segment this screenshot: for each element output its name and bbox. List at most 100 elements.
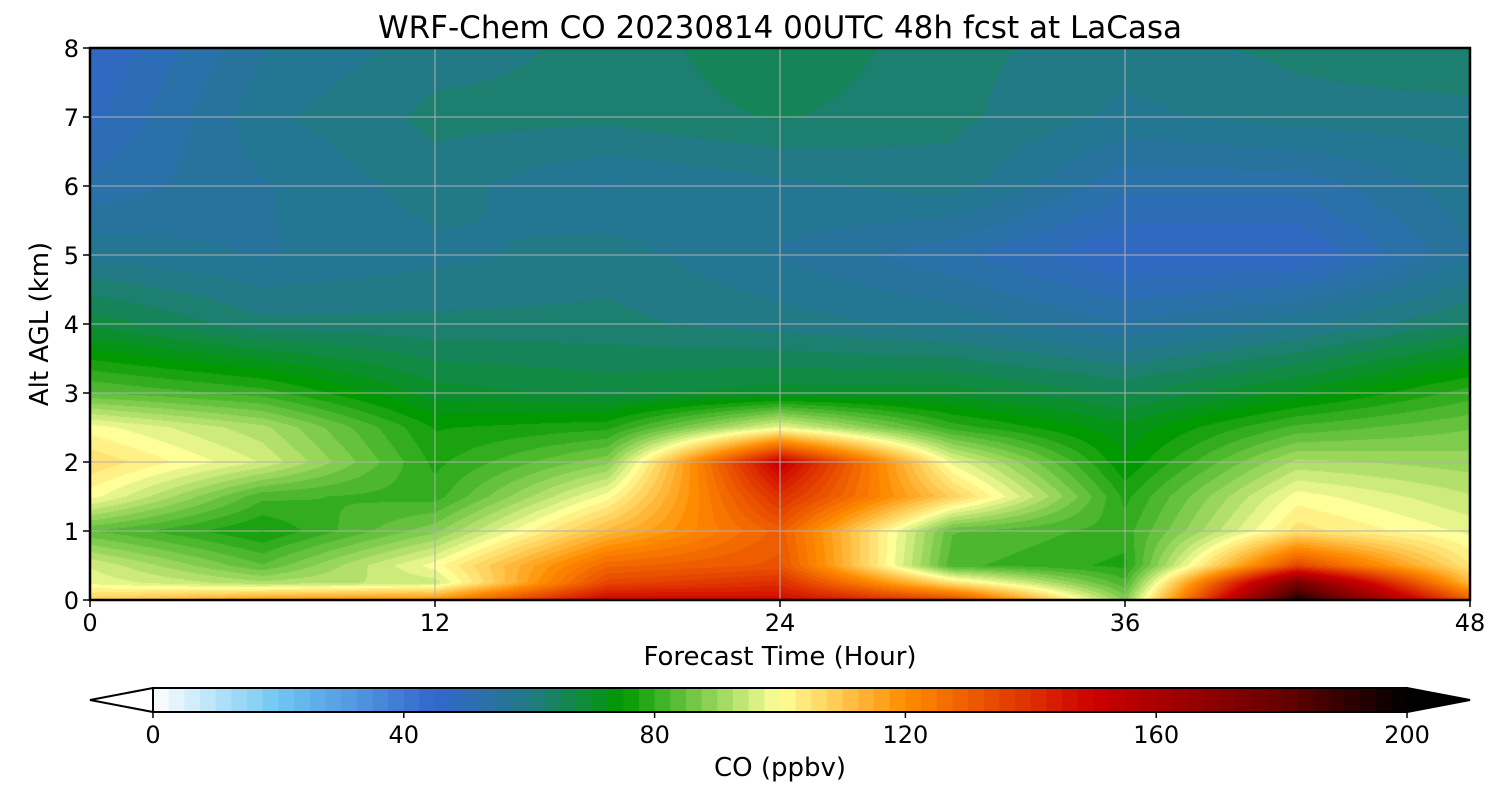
colorbar-cell	[780, 688, 797, 712]
x-tick-label: 36	[1110, 609, 1141, 637]
colorbar-cell	[999, 688, 1016, 712]
colorbar-cell	[1156, 688, 1173, 712]
colorbar-cell	[200, 688, 217, 712]
chart-title: WRF-Chem CO 20230814 00UTC 48h fcst at L…	[378, 10, 1182, 46]
colorbar-cell	[607, 688, 624, 712]
y-tick-label: 3	[64, 380, 79, 408]
colorbar-cell	[1234, 688, 1251, 712]
y-tick-label: 0	[64, 587, 79, 615]
colorbar-cell	[1030, 688, 1048, 712]
colorbar-cell	[215, 688, 232, 712]
colorbar-cell	[1093, 688, 1110, 712]
colorbar-cell	[231, 688, 248, 712]
colorbar-cell	[1140, 688, 1157, 712]
colorbar-cell	[450, 688, 468, 712]
colorbar-tick-label: 200	[1384, 721, 1430, 749]
colorbar-cell	[670, 688, 687, 712]
plot-area	[88, 46, 1472, 602]
colorbar-cell	[247, 688, 264, 712]
y-tick-label: 8	[64, 35, 79, 63]
colorbar-extend-high	[1406, 686, 1471, 714]
colorbar-cell	[497, 688, 515, 712]
colorbar-cell	[184, 688, 201, 712]
colorbar-cell	[1312, 688, 1330, 712]
x-axis: 0 12 24 36 48	[82, 600, 1485, 637]
colorbar-cell	[294, 688, 311, 712]
colorbar-cell	[341, 688, 358, 712]
colorbar-cell	[827, 688, 844, 712]
colorbar-cell	[560, 688, 577, 712]
colorbar-cell	[356, 688, 374, 712]
colorbar-cell	[1375, 688, 1392, 712]
colorbar-cell	[1062, 688, 1079, 712]
y-tick-label: 4	[64, 311, 79, 339]
colorbar-cell	[1015, 688, 1032, 712]
colorbar-cell	[1265, 688, 1283, 712]
colorbar-frame	[152, 687, 1408, 713]
colorbar-cell	[1281, 688, 1298, 712]
colorbar-cell	[1187, 688, 1204, 712]
colorbar-cell	[717, 688, 734, 712]
colorbar-cell	[1328, 688, 1345, 712]
colorbar-cell	[764, 688, 781, 712]
y-tick-label: 1	[64, 518, 79, 546]
colorbar-tick-label: 120	[882, 721, 928, 749]
colorbar-cell	[1359, 688, 1377, 712]
colorbar-cell	[513, 688, 530, 712]
colorbar-cell	[435, 688, 452, 712]
colorbar-cell	[732, 688, 750, 712]
colorbar-cell	[153, 688, 170, 712]
colorbar-cell	[529, 688, 546, 712]
colorbar-cell	[921, 688, 938, 712]
colorbar-cell	[701, 688, 718, 712]
colorbar-tick-label: 0	[145, 721, 160, 749]
colorbar-label: CO (ppbv)	[714, 753, 846, 783]
colorbar-cell	[325, 688, 342, 712]
colorbar-cell	[1250, 688, 1267, 712]
x-tick-label: 0	[82, 609, 97, 637]
colorbar-cell	[811, 688, 828, 712]
colorbar-cell	[1297, 688, 1314, 712]
colorbar-cell	[1203, 688, 1220, 712]
colorbar-cell	[889, 688, 906, 712]
x-tick-label: 12	[420, 609, 451, 637]
colorbar-cell	[278, 688, 295, 712]
colorbar-tick-label: 160	[1133, 721, 1179, 749]
colorbar-cell	[1344, 688, 1361, 712]
colorbar-cell	[685, 688, 703, 712]
colorbar: 0 40 80 120 160 200	[89, 686, 1471, 749]
colorbar-cell	[1171, 688, 1189, 712]
x-tick-label: 48	[1455, 609, 1486, 637]
colorbar-cell	[388, 688, 405, 712]
colorbar-cell	[858, 688, 875, 712]
colorbar-cell	[168, 688, 185, 712]
y-axis-title: Alt AGL (km)	[25, 242, 55, 406]
y-tick-label: 5	[64, 242, 79, 270]
colorbar-ticks: 0 40 80 120 160 200	[145, 712, 1430, 749]
colorbar-cells	[153, 688, 1408, 712]
colorbar-tick-label: 40	[389, 721, 420, 749]
colorbar-cell	[1218, 688, 1236, 712]
colorbar-cell	[576, 688, 593, 712]
colorbar-cell	[372, 688, 389, 712]
colorbar-cell	[403, 688, 421, 712]
y-tick-label: 7	[64, 104, 79, 132]
colorbar-extend-low	[89, 686, 154, 714]
colorbar-cell	[936, 688, 954, 712]
colorbar-cell	[544, 688, 562, 712]
colorbar-cell	[1124, 688, 1142, 712]
colorbar-cell	[842, 688, 859, 712]
colorbar-cell	[654, 688, 671, 712]
x-axis-title: Forecast Time (Hour)	[643, 642, 916, 672]
colorbar-cell	[748, 688, 765, 712]
colorbar-cell	[874, 688, 891, 712]
colorbar-cell	[466, 688, 483, 712]
colorbar-cell	[419, 688, 436, 712]
colorbar-cell	[905, 688, 922, 712]
colorbar-cell	[795, 688, 812, 712]
colorbar-cell	[262, 688, 279, 712]
colorbar-cell	[968, 688, 985, 712]
colorbar-cell	[1046, 688, 1063, 712]
